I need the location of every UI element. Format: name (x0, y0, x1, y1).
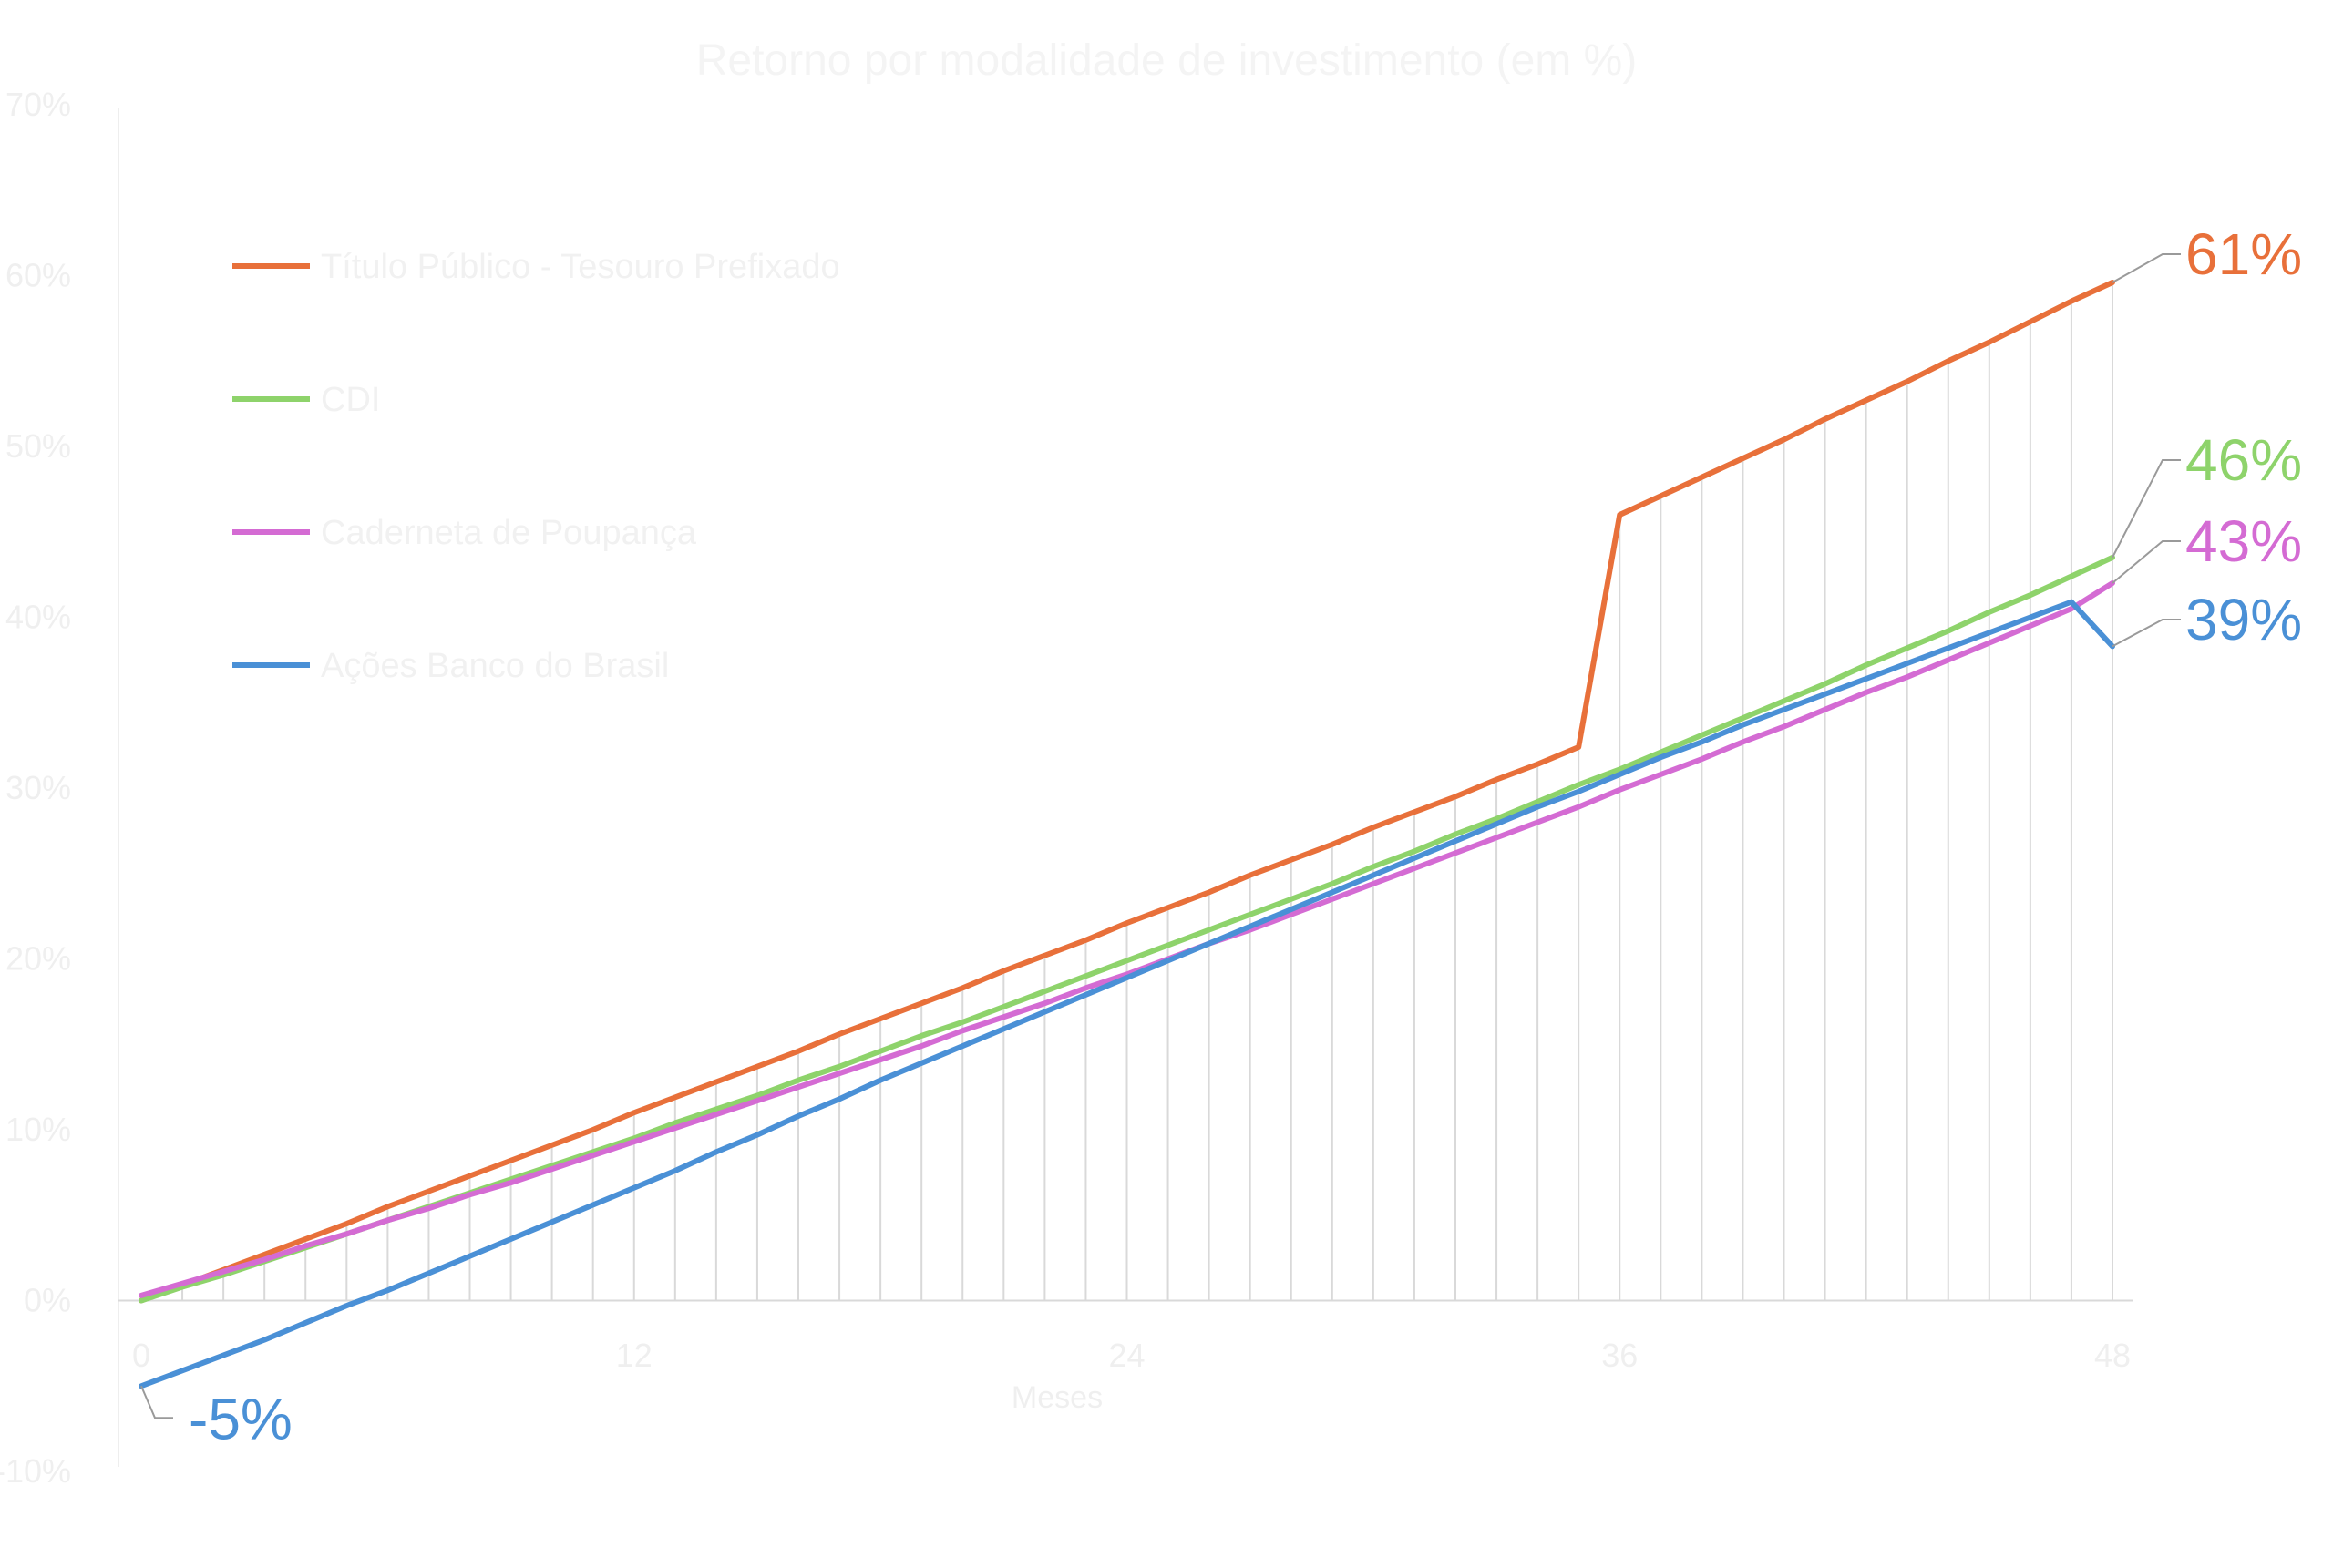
y-tick-labels: -10% 0% 10% 20% 30% 40% 50% 60% 70% (0, 86, 71, 1490)
series-line (139, 580, 2115, 1298)
legend-label: Título Público - Tesouro Prefixado (321, 248, 840, 286)
chart-title: Retorno por modalidade de investimento (… (696, 36, 1638, 85)
leader-line (2112, 253, 2181, 283)
axes (118, 108, 2133, 1467)
end-value-label: 46% (2185, 427, 2302, 493)
leader-line (140, 1385, 173, 1419)
y-tick-label: 70% (5, 86, 71, 123)
legend-label: Caderneta de Poupança (321, 514, 697, 552)
vertical-gridlines (181, 282, 2113, 1301)
data-labels: 61% 46% 43% 39% -5% (140, 221, 2302, 1451)
legend: Título Público - Tesouro Prefixado CDI Cad… (232, 248, 840, 685)
end-value-label: 39% (2185, 587, 2302, 652)
x-tick-label: 12 (616, 1337, 653, 1374)
series-line (139, 599, 2115, 1389)
x-tick-labels: 0 12 24 36 48 (132, 1337, 2131, 1374)
x-tick-label: 0 (132, 1337, 150, 1374)
legend-label: Ações Banco do Brasil (321, 647, 669, 685)
x-tick-label: 48 (2094, 1337, 2131, 1374)
start-value-label: -5% (189, 1386, 293, 1451)
x-tick-label: 24 (1108, 1337, 1145, 1374)
series-line (139, 280, 2115, 1304)
x-tick-label: 36 (1601, 1337, 1638, 1374)
y-tick-label: 30% (5, 769, 71, 806)
y-tick-label: 50% (5, 427, 71, 465)
series-lines (139, 280, 2115, 1389)
x-axis-title: Meses (1012, 1380, 1103, 1415)
y-tick-label: 20% (5, 940, 71, 978)
leader-line (2112, 619, 2181, 648)
leader-line (2112, 459, 2181, 559)
y-tick-label: 10% (5, 1111, 71, 1148)
y-tick-label: 0% (24, 1282, 71, 1319)
leader-line (2112, 540, 2181, 584)
y-tick-label: 60% (5, 257, 71, 294)
y-tick-label: 40% (5, 599, 71, 636)
end-value-label: 61% (2185, 221, 2302, 287)
legend-label: CDI (321, 381, 380, 419)
end-value-label: 43% (2185, 508, 2302, 574)
y-tick-label: -10% (0, 1452, 71, 1490)
